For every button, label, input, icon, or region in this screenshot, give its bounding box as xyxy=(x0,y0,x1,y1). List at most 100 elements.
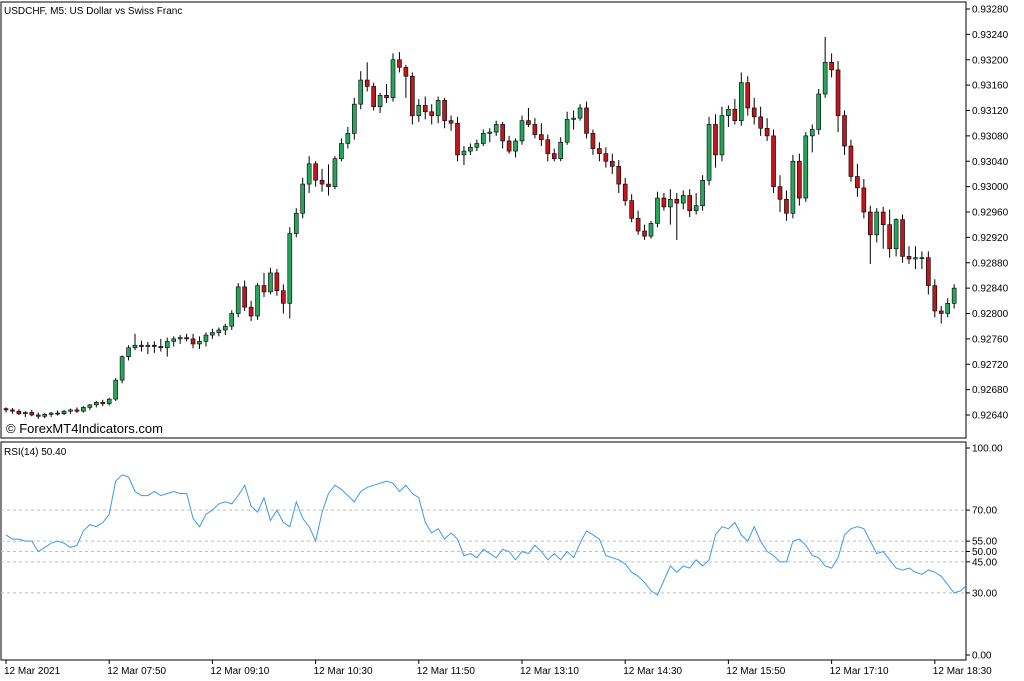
candle-body xyxy=(700,179,705,206)
candle-body xyxy=(687,195,693,212)
candle-body xyxy=(571,117,576,120)
candle-body xyxy=(158,346,164,349)
candle-body xyxy=(842,115,847,147)
candle-body xyxy=(616,166,622,185)
candle-body xyxy=(81,407,86,412)
price-tick-label: 0.92960 xyxy=(972,208,1009,219)
candle-body xyxy=(242,286,247,308)
candle-body xyxy=(719,115,725,156)
candle-body xyxy=(184,337,189,340)
candle-body xyxy=(513,140,518,152)
rsi-line xyxy=(5,474,968,596)
candle-body xyxy=(61,410,67,415)
price-tick-label: 0.93080 xyxy=(972,131,1009,142)
candle-body xyxy=(164,341,170,349)
price-tick-label: 0.93040 xyxy=(972,157,1009,168)
candle-body xyxy=(867,211,873,236)
candle-body xyxy=(693,205,699,212)
candle-body xyxy=(648,223,654,237)
candle-body xyxy=(345,133,351,144)
price-tick-label: 0.92800 xyxy=(972,309,1009,320)
candle-body xyxy=(255,285,260,317)
candle-body xyxy=(597,148,602,154)
candle-body xyxy=(764,127,770,137)
candle-body xyxy=(558,141,564,160)
candle-body xyxy=(210,332,215,336)
candle-body xyxy=(784,199,789,214)
candle-body xyxy=(274,272,280,291)
candle-body xyxy=(674,199,680,204)
candle-body xyxy=(468,146,473,152)
candle-body xyxy=(106,398,112,404)
candle-body xyxy=(797,160,802,199)
candle-body xyxy=(126,347,131,357)
candle-body xyxy=(590,133,596,149)
candle-body xyxy=(493,124,499,133)
candle-body xyxy=(384,94,389,99)
candle-body xyxy=(132,344,138,349)
candle-body xyxy=(326,183,331,187)
candle-body xyxy=(3,408,9,411)
price-tick-label: 0.92880 xyxy=(972,258,1009,269)
candle-body xyxy=(306,163,312,185)
candle-body xyxy=(635,218,641,232)
candle-body xyxy=(48,412,54,415)
candle-body xyxy=(29,412,35,416)
candle-body xyxy=(229,313,235,327)
candle-body xyxy=(809,129,815,137)
candle-body xyxy=(281,290,286,304)
candle-body xyxy=(526,120,531,125)
candle-body xyxy=(519,120,525,142)
time-tick-label: 12 Mar 14:30 xyxy=(623,666,682,677)
candle-body xyxy=(758,116,763,129)
candle-body xyxy=(951,287,957,304)
candle-body xyxy=(287,233,293,304)
candle-body xyxy=(848,145,854,177)
price-tick-label: 0.92680 xyxy=(972,385,1009,396)
candle-body xyxy=(642,230,647,237)
candle-body xyxy=(332,158,338,187)
candle-body xyxy=(480,133,486,144)
symbol-caption: USDCHF, M5: US Dollar vs Swiss Franc xyxy=(4,6,182,17)
price-tick-label: 0.93000 xyxy=(972,182,1009,193)
candle-body xyxy=(609,160,615,167)
candle-body xyxy=(113,379,118,400)
candle-body xyxy=(152,344,157,347)
candle-body xyxy=(532,124,538,135)
watermark: © ForexMT4Indicators.com xyxy=(6,421,163,436)
price-tick-label: 0.92760 xyxy=(972,334,1009,345)
candle-body xyxy=(358,79,364,105)
candle-body xyxy=(190,338,196,345)
time-tick-label: 12 Mar 13:10 xyxy=(520,666,579,677)
candle-body xyxy=(680,195,686,204)
candle-body xyxy=(248,306,254,317)
candle-body xyxy=(577,107,583,119)
candle-body xyxy=(171,338,176,342)
candle-body xyxy=(668,199,673,208)
time-tick-label: 12 Mar 2021 xyxy=(4,666,61,677)
rsi-tick-label: 55.00 xyxy=(972,537,997,548)
candle-body xyxy=(822,61,828,95)
price-tick-label: 0.93160 xyxy=(972,81,1009,92)
candle-body xyxy=(403,67,409,77)
candle-body xyxy=(94,402,99,406)
candle-body xyxy=(745,82,751,109)
candle-body xyxy=(100,402,106,404)
candle-body xyxy=(42,414,48,417)
candle-body xyxy=(545,139,551,154)
price-tick-label: 0.92720 xyxy=(972,360,1009,371)
candle-body xyxy=(945,303,951,314)
price-panel-frame xyxy=(0,1,967,439)
candle-body xyxy=(364,79,370,87)
candle-body xyxy=(539,134,544,140)
time-tick-label: 12 Mar 17:10 xyxy=(830,666,889,677)
rsi-tick-label: 70.00 xyxy=(972,506,997,517)
candle-body xyxy=(455,122,460,156)
candle-body xyxy=(10,409,15,412)
price-tick-label: 0.93240 xyxy=(972,30,1009,41)
candle-body xyxy=(738,82,744,121)
candle-body xyxy=(16,410,22,415)
candle-body xyxy=(906,256,912,260)
